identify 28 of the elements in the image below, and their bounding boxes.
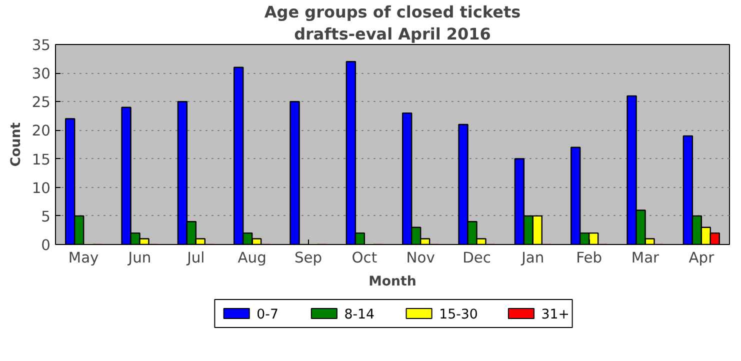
x-tick-label: Nov — [406, 250, 436, 266]
x-tick-label: Jul — [186, 250, 205, 266]
x-tick-label: Mar — [631, 250, 660, 266]
legend-label: 0-7 — [256, 308, 278, 322]
chart-title: Age groups of closed tickets — [264, 2, 521, 22]
x-tick-label: Dec — [462, 250, 491, 266]
y-tick-label: 25 — [32, 94, 51, 112]
chart-subtitle: drafts-eval April 2016 — [294, 24, 491, 44]
x-tick-label: Apr — [688, 250, 716, 266]
legend-label: 15-30 — [439, 308, 478, 322]
x-tick-label: May — [68, 250, 100, 266]
x-tick-label: Aug — [238, 250, 266, 266]
y-tick-label: 15 — [32, 151, 51, 168]
x-tick-label: Oct — [352, 250, 378, 266]
x-tick-label: Jun — [127, 250, 152, 266]
x-tick-label: Sep — [294, 250, 322, 266]
y-tick-label: 30 — [32, 66, 51, 83]
y-tick-label: 20 — [32, 122, 51, 140]
legend-label: 8-14 — [344, 308, 374, 322]
y-tick-label: 35 — [32, 37, 51, 54]
legend-label: 31+ — [541, 308, 570, 322]
y-tick-label: 5 — [41, 208, 51, 226]
x-tick-label: Feb — [576, 250, 602, 266]
y-axis-title: Count — [8, 122, 24, 167]
x-axis-title: Month — [368, 274, 416, 290]
x-tick-label: Jan — [520, 250, 544, 266]
y-tick-label: 10 — [32, 180, 51, 197]
y-tick-label: 0 — [41, 237, 51, 254]
